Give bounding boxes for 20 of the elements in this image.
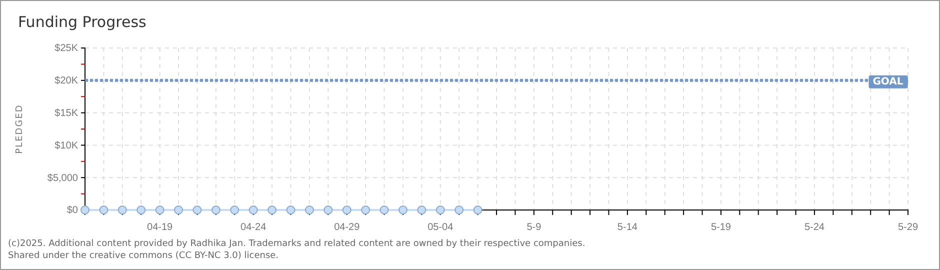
y-tick-label: $0 bbox=[66, 205, 78, 216]
y-axis-title: PLEDGED bbox=[15, 104, 25, 154]
y-tick-label: $5,000 bbox=[47, 172, 78, 184]
x-tick-label: 5-24 bbox=[804, 222, 825, 233]
text: (c)2025. Additional content provided by Radhika Jan. Trademarks and related content are owned by their respective companies. bbox=[8, 239, 586, 249]
x-tick-label: 5-9 bbox=[526, 222, 542, 233]
ref-line-label: GOAL bbox=[872, 76, 904, 88]
x-tick-label: 5-14 bbox=[617, 222, 638, 233]
y-tick-label: $20K bbox=[54, 76, 78, 87]
y-tick-label: $25K bbox=[54, 43, 78, 54]
x-tick-label: 5-29 bbox=[898, 222, 918, 233]
text: Shared under the creative commons (CC BY-NC 3.0) license. bbox=[8, 251, 279, 261]
x-tick-label: 5-19 bbox=[710, 222, 732, 233]
x-tick-label: 04-19 bbox=[147, 222, 174, 233]
chart-title: Funding Progress bbox=[18, 13, 147, 31]
x-tick-label: 05-04 bbox=[428, 222, 454, 233]
y-tick-label: $15K bbox=[54, 108, 78, 119]
x-tick-label: 04-29 bbox=[334, 222, 360, 233]
y-tick-label: $10K bbox=[54, 140, 78, 152]
x-tick-label: 04-24 bbox=[240, 222, 267, 233]
